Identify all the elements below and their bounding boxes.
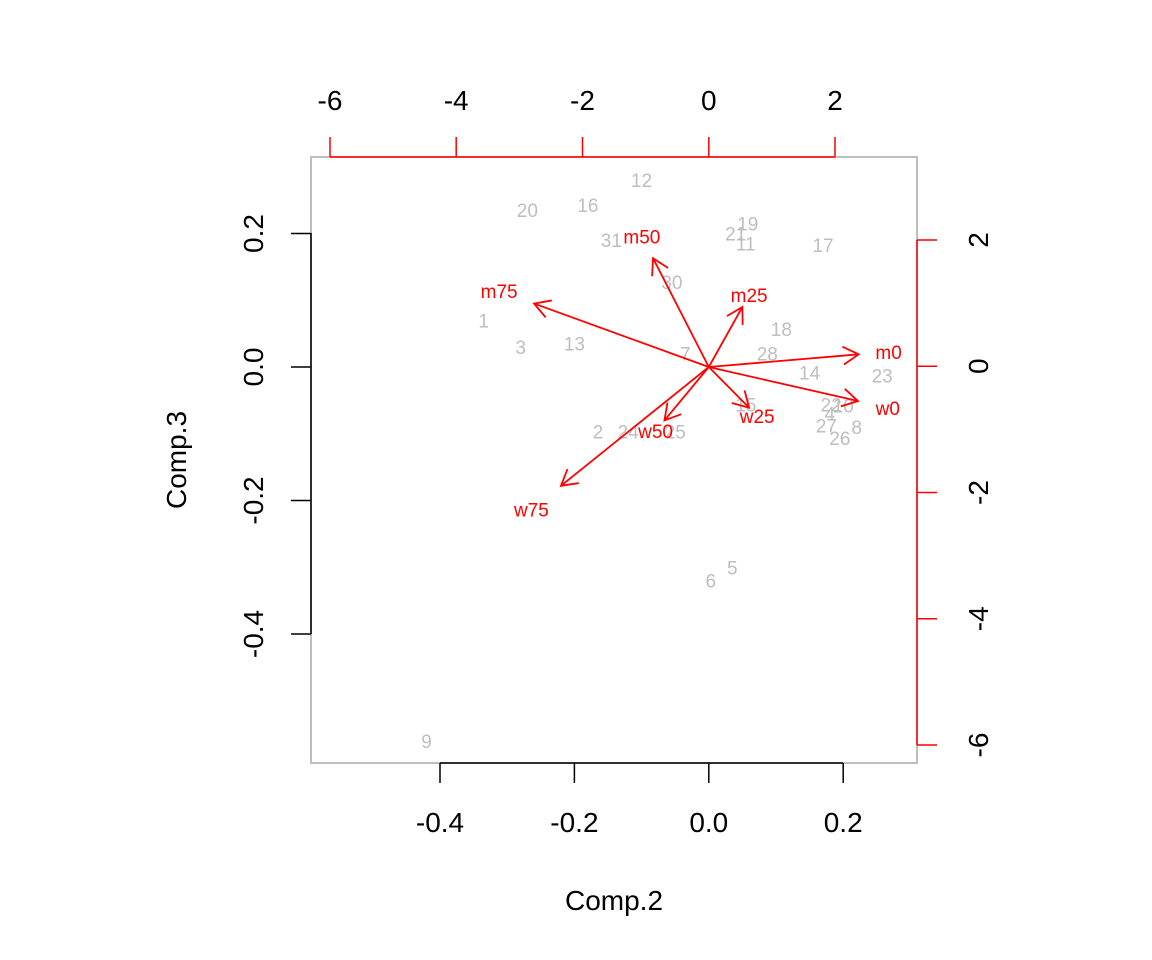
arrowhead-m25 xyxy=(726,305,744,325)
top-tick-label: 0 xyxy=(701,85,717,116)
loading-label-w25: w25 xyxy=(739,407,775,428)
top-tick-label: 2 xyxy=(827,85,843,116)
observation-label: 14 xyxy=(799,363,821,384)
observation-label: 4 xyxy=(824,405,835,426)
loading-arrow-m25 xyxy=(708,306,744,368)
observation-label: 31 xyxy=(601,231,622,252)
x-tick-label: 0.2 xyxy=(824,807,863,838)
observation-label: 5 xyxy=(727,558,738,579)
observation-label: 12 xyxy=(631,171,652,192)
x-tick-label: -0.4 xyxy=(416,807,464,838)
loading-arrow-w25 xyxy=(708,366,750,409)
observation-label: 23 xyxy=(872,367,893,388)
loading-label-m25: m25 xyxy=(731,286,768,307)
observation-label: 3 xyxy=(515,338,526,359)
loading-label-m0: m0 xyxy=(875,343,901,364)
y-tick-label: -0.4 xyxy=(238,610,269,658)
arrowhead-m50 xyxy=(651,256,669,277)
x-tick-label: 0.0 xyxy=(689,807,728,838)
loading-arrow-w0 xyxy=(708,366,859,402)
observation-label: 20 xyxy=(517,201,538,222)
observation-label: 7 xyxy=(680,345,691,366)
bottom-axis: -0.4 -0.2 0.0 0.2 xyxy=(416,762,863,838)
top-tick-label: -4 xyxy=(444,85,469,116)
observation-label: 2 xyxy=(593,423,604,444)
loading-label-w75: w75 xyxy=(513,501,549,522)
loading-label-w50: w50 xyxy=(637,422,673,443)
loading-arrow-m75 xyxy=(533,302,710,368)
observation-label: 22 xyxy=(821,395,842,416)
loading-arrow-m0 xyxy=(708,353,859,368)
right-tick-label: -2 xyxy=(963,480,994,505)
observation-label: 25 xyxy=(665,423,686,444)
observation-label: 30 xyxy=(661,273,682,294)
observation-label: 17 xyxy=(812,236,833,257)
observation-label: 1 xyxy=(478,311,489,332)
y-tick-label: 0.0 xyxy=(238,348,269,387)
loading-label-m75: m75 xyxy=(481,282,518,303)
observation-label: 28 xyxy=(757,345,778,366)
arrowhead-m0 xyxy=(841,345,861,366)
arrowhead-w0 xyxy=(840,388,860,408)
loading-arrow-w50 xyxy=(663,366,710,421)
observation-label: 9 xyxy=(421,732,432,753)
observation-label: 27 xyxy=(816,417,837,438)
arrowhead-w25 xyxy=(731,390,751,409)
left-axis: 0.2 0.0 -0.2 -0.4 xyxy=(238,214,312,658)
loading-arrows: m0 w0 m25 w25 m50 w50 m75 w75 xyxy=(481,227,902,521)
x-tick-label: -0.2 xyxy=(550,807,598,838)
x-axis-title: Comp.2 xyxy=(565,885,663,916)
observation-label: 13 xyxy=(564,335,585,356)
observation-label: 8 xyxy=(851,418,862,439)
right-tick-label: 2 xyxy=(963,232,994,248)
y-tick-label: -0.2 xyxy=(238,476,269,524)
y-axis-title: Comp.3 xyxy=(161,411,192,509)
loading-arrow-w75 xyxy=(560,366,710,487)
loading-label-m50: m50 xyxy=(623,227,660,248)
right-tick-label: 0 xyxy=(963,358,994,374)
observation-label: 16 xyxy=(577,196,598,217)
observation-label: 26 xyxy=(829,429,850,450)
top-axis: -6 -4 -2 0 2 xyxy=(318,85,843,158)
observation-label: 10 xyxy=(833,397,854,418)
loading-arrow-m50 xyxy=(652,257,710,368)
right-tick-label: -4 xyxy=(963,606,994,631)
observation-label: 18 xyxy=(771,320,792,341)
arrowhead-m75 xyxy=(532,299,552,318)
arrowhead-w75 xyxy=(559,468,579,487)
observation-label: 21 xyxy=(725,225,746,246)
observation-label: 11 xyxy=(736,235,756,256)
y-tick-label: 0.2 xyxy=(238,214,269,253)
right-tick-label: -6 xyxy=(963,733,994,758)
loading-label-w0: w0 xyxy=(875,399,900,420)
right-axis: 2 0 -2 -4 -6 xyxy=(916,232,994,758)
top-tick-label: -2 xyxy=(570,85,595,116)
top-tick-label: -6 xyxy=(318,85,343,116)
arrowhead-w50 xyxy=(663,402,682,422)
observation-label: 6 xyxy=(706,572,717,593)
observation-label: 19 xyxy=(737,214,758,235)
